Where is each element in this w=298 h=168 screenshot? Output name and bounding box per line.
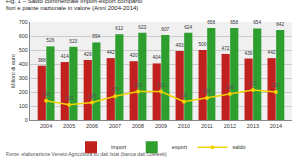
svg-text:414: 414 (61, 54, 69, 59)
svg-text:186: 186 (226, 84, 235, 90)
svg-text:0: 0 (25, 117, 28, 123)
svg-text:2006: 2006 (86, 123, 98, 129)
svg-text:623: 623 (138, 25, 146, 30)
svg-text:658: 658 (207, 20, 215, 25)
svg-text:300: 300 (19, 75, 28, 81)
svg-text:429: 429 (84, 52, 92, 57)
svg-text:600: 600 (19, 33, 28, 39)
svg-text:2010: 2010 (178, 123, 190, 129)
svg-text:388: 388 (38, 58, 46, 63)
svg-text:442: 442 (107, 50, 115, 55)
svg-text:Fig. 1 – Saldo commerciale imp: Fig. 1 – Saldo commerciale import-export… (6, 0, 143, 11)
svg-text:export: export (172, 144, 188, 150)
svg-text:2014: 2014 (270, 123, 282, 129)
svg-text:500: 500 (19, 47, 28, 53)
svg-text:404: 404 (153, 55, 161, 60)
svg-text:2009: 2009 (155, 123, 167, 129)
svg-text:439: 439 (245, 51, 253, 56)
svg-text:493: 493 (176, 43, 184, 48)
svg-text:526: 526 (46, 38, 54, 43)
svg-text:125: 125 (88, 93, 97, 99)
svg-text:203: 203 (157, 82, 166, 88)
svg-text:400: 400 (19, 61, 28, 67)
svg-text:131: 131 (180, 92, 189, 98)
svg-text:200: 200 (272, 82, 281, 88)
svg-text:2012: 2012 (224, 123, 236, 129)
svg-text:138: 138 (42, 91, 51, 97)
svg-text:109: 109 (65, 95, 74, 101)
svg-text:158: 158 (203, 88, 212, 94)
svg-text:420: 420 (130, 53, 138, 58)
svg-text:import: import (111, 144, 127, 150)
svg-text:203: 203 (134, 82, 143, 88)
svg-text:2007: 2007 (109, 123, 121, 129)
svg-text:2005: 2005 (63, 123, 75, 129)
svg-text:654: 654 (253, 20, 261, 25)
svg-text:170: 170 (111, 86, 120, 92)
svg-text:700: 700 (19, 19, 28, 25)
svg-text:658: 658 (230, 20, 238, 25)
svg-text:215: 215 (249, 80, 258, 86)
svg-text:612: 612 (115, 26, 123, 31)
svg-text:2013: 2013 (247, 123, 259, 129)
svg-text:saldo: saldo (233, 144, 246, 150)
svg-text:Milioni di euro: Milioni di euro (10, 54, 16, 88)
svg-text:200: 200 (19, 89, 28, 95)
svg-text:100: 100 (19, 103, 28, 109)
svg-text:523: 523 (69, 39, 77, 44)
svg-text:607: 607 (161, 27, 169, 32)
svg-text:500: 500 (199, 42, 207, 47)
svg-text:2011: 2011 (201, 123, 213, 129)
svg-text:Fonte: elaborazione Veneto Agr: Fonte: elaborazione Veneto Agricoltura s… (6, 151, 167, 157)
svg-text:624: 624 (184, 25, 192, 30)
svg-text:642: 642 (276, 22, 284, 27)
svg-text:554: 554 (92, 34, 100, 39)
svg-text:442: 442 (268, 50, 276, 55)
svg-text:472: 472 (222, 46, 230, 51)
svg-text:2008: 2008 (132, 123, 144, 129)
svg-text:2004: 2004 (40, 123, 52, 129)
